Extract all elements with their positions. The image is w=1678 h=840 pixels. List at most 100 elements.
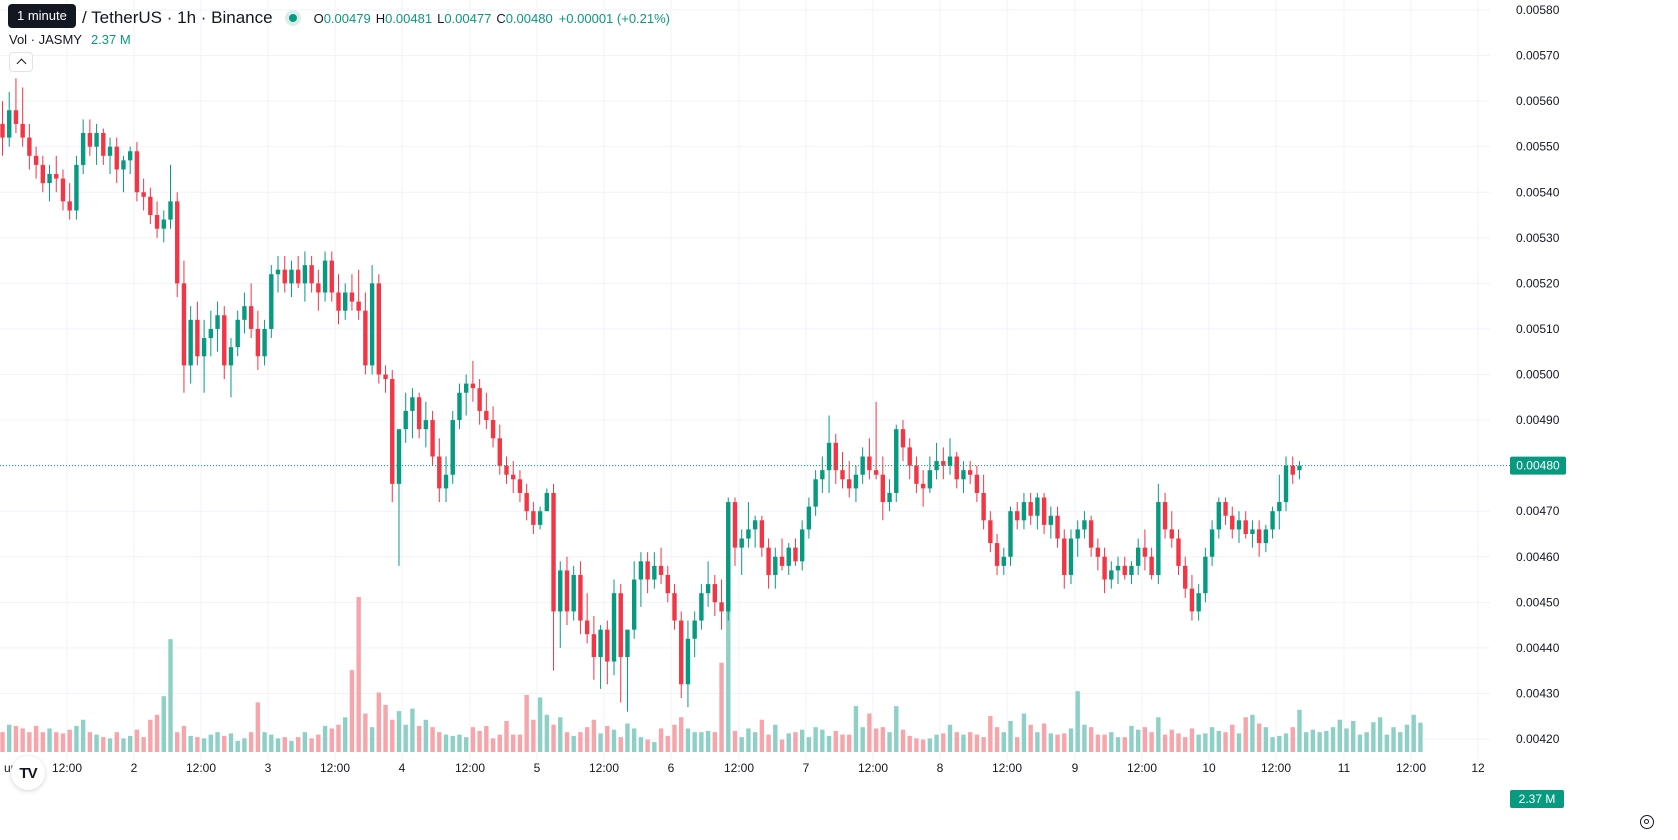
tradingview-logo-icon[interactable]: TV: [11, 756, 45, 790]
volume-label[interactable]: Vol · JASMY: [9, 32, 82, 47]
candle-body: [443, 474, 449, 489]
candle-body: [544, 492, 550, 512]
x-tick-label: 12:00: [455, 761, 485, 775]
candle: [1209, 520, 1215, 566]
volume-bar: [1115, 737, 1121, 752]
volume-bar: [941, 733, 946, 752]
candle-body: [302, 265, 308, 284]
candle-body: [1129, 565, 1134, 575]
candle: [1075, 520, 1080, 557]
candle-body: [685, 638, 691, 685]
volume-bar: [1176, 733, 1181, 752]
volume-bar: [1310, 729, 1316, 752]
candle-body: [1115, 565, 1121, 571]
candle-body: [941, 461, 946, 466]
y-tick-label: 0.00560: [1516, 94, 1560, 108]
candle: [967, 461, 973, 484]
candle: [1256, 520, 1262, 557]
volume-value: 2.37 M: [90, 32, 131, 47]
volume-bar: [20, 728, 25, 752]
change-value: +0.00001 (+0.21%): [558, 10, 671, 26]
volume-bar: [396, 711, 402, 752]
volume-bar: [87, 732, 93, 752]
volume-bar: [148, 719, 153, 752]
candle-body: [121, 160, 126, 170]
candle: [618, 584, 623, 703]
candle-body: [1223, 502, 1228, 516]
candle-body: [699, 593, 704, 621]
candle: [208, 310, 214, 357]
symbol-title[interactable]: / TetherUS · 1h · Binance: [82, 8, 273, 27]
y-tick-label: 0.00580: [1516, 3, 1560, 17]
volume-bar: [242, 738, 247, 752]
candle: [598, 625, 603, 689]
volume-bar: [1068, 728, 1074, 752]
market-status-icon[interactable]: [284, 10, 301, 26]
candle-body: [578, 574, 583, 621]
volume-bar: [1230, 724, 1235, 752]
y-tick-label: 0.00470: [1516, 504, 1560, 518]
volume-bar: [947, 724, 953, 752]
last-price-badge: 0.00480: [1510, 456, 1566, 475]
candle-body: [497, 438, 502, 466]
collapse-legend-button[interactable]: [9, 52, 33, 72]
candle: [228, 338, 234, 398]
candle-body: [739, 538, 744, 548]
candle: [625, 629, 630, 712]
time-axis[interactable]: un12:00212:00312:00412:00512:00612:00712…: [4, 761, 1485, 775]
volume-bar: [1041, 723, 1047, 752]
candle: [497, 424, 502, 475]
candle: [121, 155, 126, 193]
candle-body: [1189, 588, 1195, 612]
volume-bar: [967, 732, 973, 752]
candle-body: [369, 283, 375, 366]
candle-body: [638, 561, 644, 580]
volume-bar: [672, 724, 677, 752]
candle-body: [316, 283, 321, 293]
volume-bar: [981, 737, 986, 752]
volume-bar: [524, 694, 529, 752]
candle: [759, 515, 765, 557]
candle-body: [1149, 556, 1154, 575]
volume-bar: [1317, 732, 1322, 752]
candle-body: [820, 470, 825, 480]
x-tick-label: 12:00: [1261, 761, 1291, 775]
volume-bar: [564, 732, 570, 752]
candle-body: [1062, 538, 1067, 575]
volume-bar: [746, 728, 751, 752]
volume-bar: [1021, 713, 1027, 752]
candle: [154, 201, 160, 238]
volume-bar: [692, 732, 697, 752]
candle-body: [33, 155, 39, 165]
settings-icon[interactable]: [1640, 815, 1654, 829]
volume-bar: [685, 728, 691, 752]
volume-bar: [1015, 737, 1020, 752]
volume-bar: [195, 737, 200, 752]
last-price-label: 0.00480: [1516, 459, 1560, 473]
candle-body: [1088, 520, 1094, 548]
volume-bar: [705, 730, 711, 752]
x-tick-label: 7: [803, 761, 810, 775]
candle: [1088, 515, 1094, 557]
candle-body: [766, 547, 771, 575]
volume-bar: [1088, 727, 1094, 752]
candle-body: [1102, 556, 1107, 580]
candle-body: [1216, 502, 1222, 530]
candle: [450, 410, 455, 484]
volume-bar: [443, 734, 449, 752]
price-axis[interactable]: 0.00580 0.00570 0.00560 0.00550 0.00540 0.005…: [1516, 3, 1560, 746]
volume-bar: [470, 727, 476, 752]
volume-bar: [1122, 737, 1127, 752]
volume-bar: [1351, 721, 1356, 752]
candle: [524, 483, 529, 521]
candle-body: [705, 584, 711, 594]
candle: [571, 565, 576, 621]
grid: [0, 0, 1490, 760]
volume-bar: [1035, 732, 1040, 752]
volume-bar: [1142, 727, 1148, 752]
candle-body: [0, 123, 5, 138]
candle: [484, 392, 489, 430]
candle-body: [880, 474, 886, 503]
